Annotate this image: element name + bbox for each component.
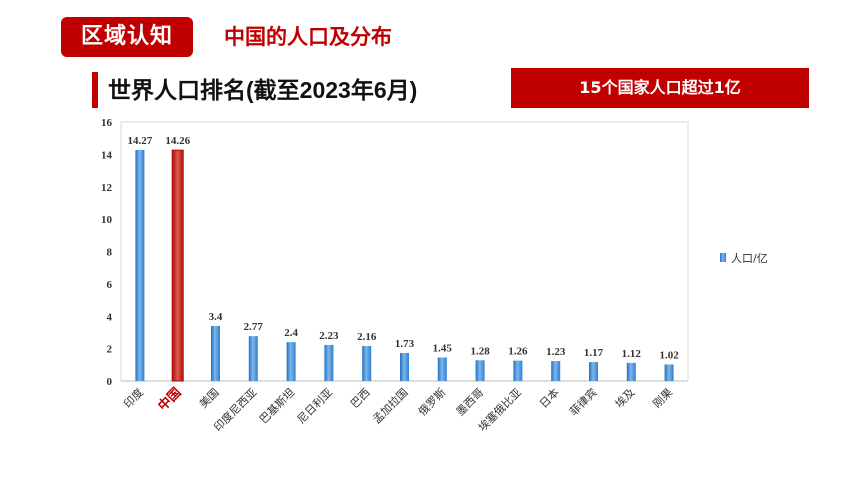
- data-label: 2.4: [284, 327, 298, 339]
- y-tick-label: 4: [107, 311, 113, 323]
- y-tick-label: 6: [107, 279, 113, 291]
- data-label: 1.12: [622, 348, 642, 360]
- bar-日本: [551, 361, 561, 381]
- callout-banner: 15个国家人口超过1亿: [511, 68, 809, 108]
- section-subtitle: 中国的人口及分布: [224, 25, 392, 49]
- data-label: 1.17: [584, 347, 604, 359]
- x-category-label: 孟加拉国: [370, 385, 411, 426]
- bar-美国: [211, 325, 220, 381]
- data-label: 14.27: [128, 135, 153, 147]
- x-category-label: 美国: [197, 386, 222, 411]
- bar-孟加拉国: [400, 352, 409, 381]
- data-label: 1.23: [546, 346, 566, 358]
- bar-菲律宾: [589, 362, 598, 381]
- data-label: 1.28: [470, 345, 490, 357]
- data-label: 1.02: [659, 349, 679, 361]
- bar-俄罗斯: [437, 357, 447, 381]
- data-label: 3.4: [209, 311, 223, 323]
- bar-印度: [135, 150, 145, 381]
- x-category-label: 尼日利亚: [295, 386, 335, 426]
- x-category-label: 巴基斯坦: [256, 385, 297, 426]
- x-category-label: 墨西哥: [454, 386, 487, 419]
- data-label: 1.45: [433, 343, 453, 355]
- x-category-label: 中国: [155, 385, 185, 415]
- data-label: 2.77: [244, 321, 264, 333]
- bar-巴基斯坦: [286, 342, 296, 381]
- legend-label: 人口/亿: [731, 252, 768, 265]
- bar-尼日利亚: [324, 344, 334, 381]
- x-category-label: 埃及: [612, 385, 637, 410]
- bar-墨西哥: [475, 360, 485, 381]
- x-category-label: 菲律宾: [566, 385, 599, 418]
- bar-埃及: [626, 362, 636, 381]
- data-label: 2.16: [357, 331, 377, 343]
- bar-刚果: [664, 364, 674, 381]
- bar-埃塞俄比亚: [513, 360, 523, 381]
- bar-巴西: [362, 346, 372, 381]
- y-tick-label: 10: [101, 214, 113, 226]
- x-category-label: 刚果: [650, 386, 675, 411]
- x-category-label: 印度: [121, 385, 146, 410]
- y-tick-label: 12: [101, 182, 113, 194]
- legend-swatch: [720, 253, 726, 262]
- section-badge: 区域认知: [61, 17, 193, 57]
- y-tick-label: 2: [107, 344, 113, 356]
- y-tick-label: 8: [107, 247, 113, 259]
- y-tick-label: 16: [101, 117, 113, 129]
- data-label: 14.26: [165, 135, 190, 147]
- y-tick-label: 0: [107, 376, 113, 388]
- bar-中国: [171, 149, 184, 382]
- x-category-label: 巴西: [348, 386, 373, 411]
- data-label: 2.23: [319, 330, 339, 342]
- y-tick-label: 14: [101, 149, 113, 161]
- data-label: 1.73: [395, 338, 415, 350]
- data-label: 1.26: [508, 346, 528, 358]
- bar-印度尼西亚: [248, 336, 258, 381]
- x-category-label: 俄罗斯: [416, 386, 449, 419]
- title-accent-bar: [92, 72, 98, 108]
- page-title: 世界人口排名(截至2023年6月): [108, 77, 418, 103]
- x-category-label: 日本: [536, 385, 561, 410]
